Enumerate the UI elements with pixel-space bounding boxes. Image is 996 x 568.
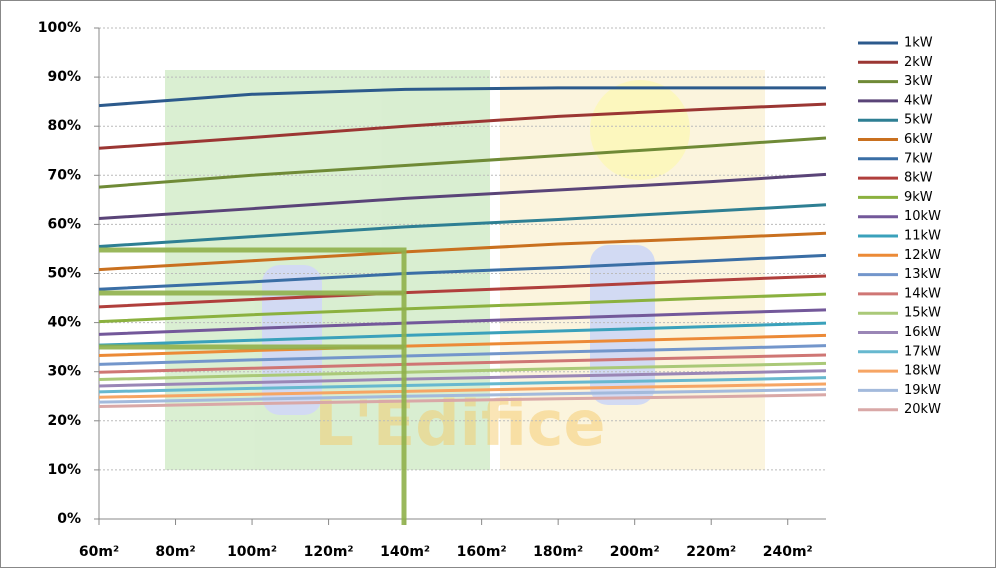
legend-label: 5kW [904, 113, 933, 128]
legend-label: 12kW [904, 248, 941, 263]
series-line [98, 86, 826, 108]
x-tick-label: 60m² [79, 544, 119, 560]
x-tick-label: 80m² [155, 544, 195, 560]
series-line [98, 353, 827, 374]
legend-label: 9kW [904, 190, 933, 205]
legend-label: 2kW [904, 55, 933, 70]
series-line [98, 333, 827, 357]
series-line [98, 344, 827, 366]
x-tick-label: 180m² [533, 544, 583, 560]
x-tick-label: 100m² [227, 544, 277, 560]
series-line [98, 382, 827, 399]
y-tick-label: 100% [38, 20, 81, 36]
y-tick-label: 30% [47, 364, 81, 380]
y-tick-label: 50% [47, 266, 81, 282]
x-tick-label: 160m² [457, 544, 507, 560]
legend-label: 10kW [904, 209, 941, 224]
series-line [98, 292, 827, 324]
y-tick-label: 0% [57, 511, 81, 527]
series-line [98, 172, 827, 221]
series-line [98, 274, 827, 309]
series-line [98, 308, 827, 336]
series-line [98, 393, 827, 409]
annotation-line [99, 247, 407, 525]
x-tick-label: 120m² [304, 544, 354, 560]
legend-label: 7kW [904, 151, 933, 166]
watermark-panel [500, 70, 765, 470]
legend-label: 8kW [904, 171, 933, 186]
series-line [98, 387, 827, 404]
legend-label: 17kW [904, 344, 941, 359]
series-line [98, 203, 827, 248]
legend-label: 1kW [904, 36, 933, 51]
x-tick-label: 220m² [686, 544, 736, 560]
y-tick-label: 40% [47, 315, 81, 331]
legend-label: 11kW [904, 229, 941, 244]
legend-label: 16kW [904, 325, 941, 340]
legend-label: 6kW [904, 132, 933, 147]
series-line [98, 321, 827, 347]
series-line [98, 376, 827, 394]
y-tick-label: 60% [47, 216, 81, 232]
y-tick-label: 90% [47, 69, 81, 85]
legend-label: 19kW [904, 383, 941, 398]
series-line [98, 369, 827, 388]
y-tick-label: 70% [47, 167, 81, 183]
x-tick-label: 200m² [610, 544, 660, 560]
legend-label: 13kW [904, 267, 941, 282]
y-tick-label: 20% [47, 413, 81, 429]
y-tick-label: 80% [47, 118, 81, 134]
x-tick-label: 140m² [380, 544, 430, 560]
series-line [98, 136, 827, 189]
y-tick-label: 10% [47, 462, 81, 478]
watermark-shapes [165, 70, 765, 470]
series-line [98, 102, 827, 150]
legend-label: 20kW [904, 402, 941, 417]
series-line [98, 361, 827, 382]
series-line [98, 253, 827, 291]
plot: 0% 10% 20% 30% 40% 50% 60% 70% 80% 90% 100% 60m² 80m… [38, 20, 827, 560]
legend-label: 18kW [904, 364, 941, 379]
series-line [98, 231, 827, 272]
x-tick-label: 240m² [763, 544, 813, 560]
legend-label: 15kW [904, 306, 941, 321]
legend-label: 4kW [904, 93, 933, 108]
watermark-sun [590, 80, 690, 180]
legend-label: 3kW [904, 74, 933, 89]
legend-label: 14kW [904, 286, 941, 301]
